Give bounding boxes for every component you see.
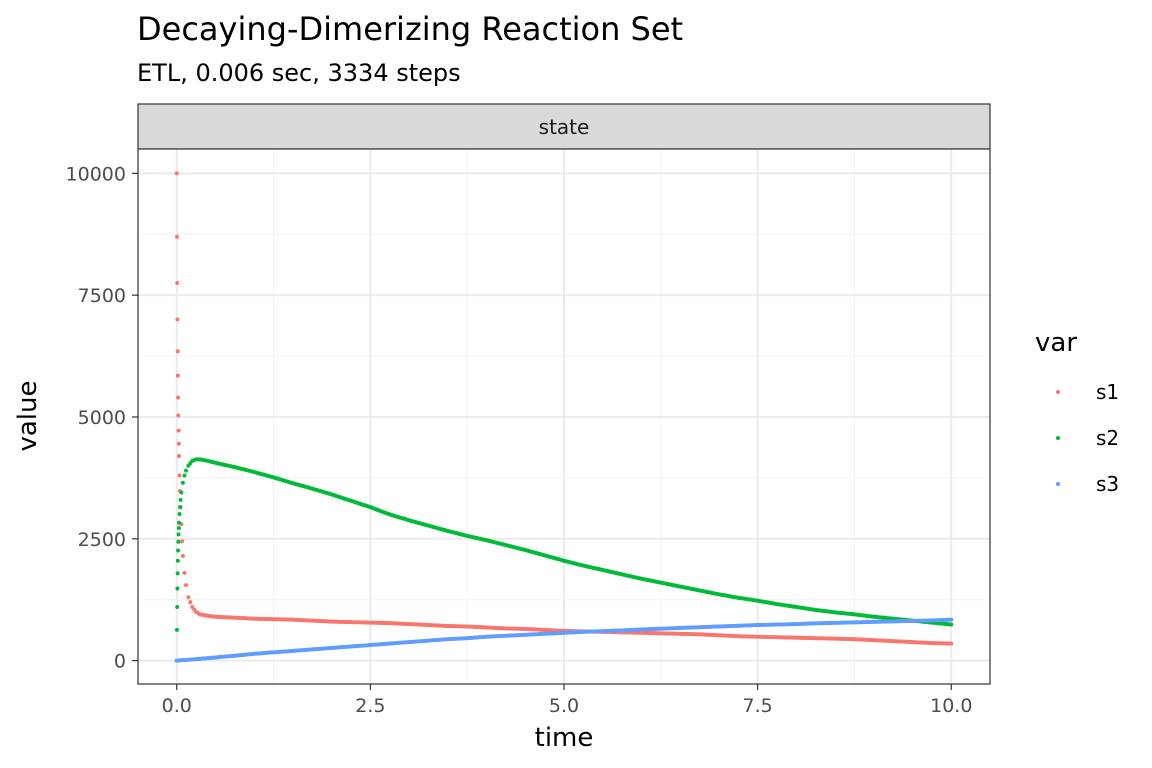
data-point-s2 — [175, 605, 180, 610]
axes: 0.0 2.5 5.0 7.5 10.0 0 2500 5000 7500 10000 — [66, 163, 973, 717]
chart-title: Decaying-Dimerizing Reaction Set — [137, 10, 683, 48]
data-point-s1 — [175, 280, 180, 285]
data-point-s2 — [177, 511, 182, 516]
data-point-s1 — [180, 539, 185, 544]
data-point-s2 — [177, 520, 182, 525]
y-tick-label: 10000 — [66, 163, 126, 185]
data-point-s2 — [176, 526, 181, 531]
data-point-s2 — [175, 571, 180, 576]
data-point-s1 — [182, 570, 187, 575]
series-s3 — [174, 617, 954, 663]
legend-key-s2 — [1056, 436, 1060, 440]
data-point-s1 — [176, 428, 181, 433]
data-points — [174, 171, 954, 663]
data-point-s2 — [178, 497, 183, 502]
legend-key-s1 — [1056, 390, 1060, 394]
data-point-s2 — [174, 627, 179, 632]
x-tick-label: 5.0 — [549, 695, 579, 717]
legend: var s1 s2 s3 — [1035, 328, 1119, 496]
data-point-s2 — [180, 480, 185, 485]
data-point-s3 — [949, 617, 954, 622]
data-point-s1 — [184, 583, 189, 588]
x-tick-label: 7.5 — [743, 695, 773, 717]
data-point-s1 — [176, 441, 181, 446]
chart-subtitle: ETL, 0.006 sec, 3334 steps — [137, 59, 461, 87]
data-point-s1 — [174, 171, 179, 176]
y-tick-label: 7500 — [78, 285, 126, 307]
data-point-s2 — [176, 532, 181, 537]
series-s1 — [174, 171, 954, 646]
y-tick-label: 5000 — [78, 407, 126, 429]
legend-title: var — [1035, 328, 1077, 358]
data-point-s1 — [177, 453, 182, 458]
x-axis-title: time — [535, 723, 594, 753]
data-point-s1 — [175, 317, 180, 322]
data-point-s1 — [174, 234, 179, 239]
data-point-s2 — [175, 586, 180, 591]
data-point-s1 — [176, 395, 181, 400]
legend-label-s3: s3 — [1096, 472, 1119, 496]
data-point-s1 — [175, 349, 180, 354]
data-point-s2 — [176, 539, 181, 544]
facet-strip — [137, 103, 991, 150]
legend-key-s3 — [1056, 482, 1060, 486]
legend-label-s1: s1 — [1096, 380, 1119, 404]
data-point-s2 — [177, 505, 182, 510]
data-point-s2 — [182, 473, 187, 478]
legend-label-s2: s2 — [1096, 426, 1119, 450]
y-tick-label: 0 — [114, 651, 126, 673]
x-tick-label: 2.5 — [355, 695, 385, 717]
gridlines — [138, 149, 990, 684]
data-point-s2 — [184, 468, 189, 473]
data-point-s1 — [188, 600, 193, 605]
data-point-s2 — [175, 558, 180, 563]
data-point-s1 — [180, 553, 185, 558]
series-s2 — [174, 457, 954, 663]
x-tick-label: 10.0 — [930, 695, 972, 717]
data-point-s2 — [949, 622, 954, 627]
data-point-s1 — [175, 373, 180, 378]
data-point-s1 — [176, 413, 181, 418]
data-point-s1 — [186, 595, 191, 600]
data-point-s2 — [179, 490, 184, 495]
x-tick-label: 0.0 — [162, 695, 192, 717]
facet-strip-label: state — [539, 115, 590, 139]
data-point-s1 — [177, 473, 182, 478]
y-tick-label: 2500 — [78, 529, 126, 551]
data-point-s1 — [949, 641, 954, 646]
data-point-s2 — [176, 548, 181, 553]
y-axis-title: value — [13, 380, 43, 451]
